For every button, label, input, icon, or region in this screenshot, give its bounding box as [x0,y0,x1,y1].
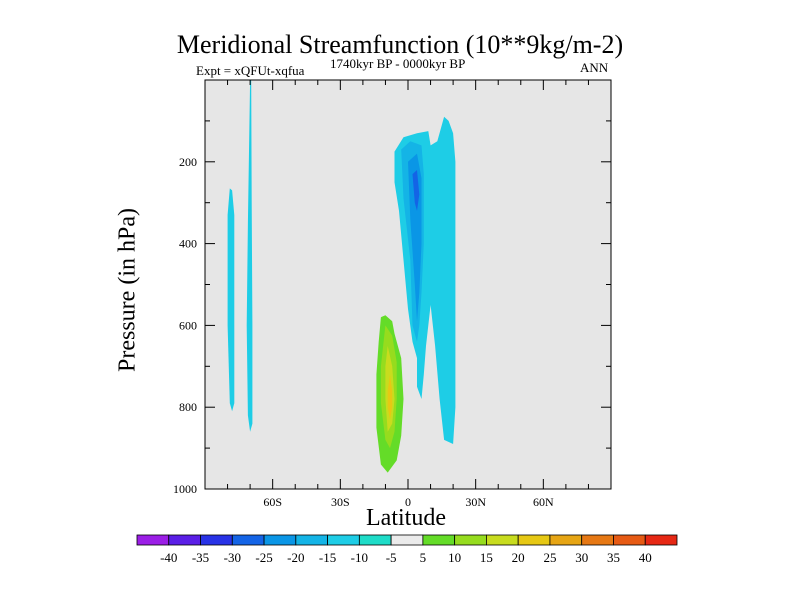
colorbar-box [390,534,424,546]
contour-region-left-strip-a [227,188,235,412]
colorbar-box [263,534,297,546]
colorbar-label: -20 [287,550,304,565]
colorbar-box [644,534,678,546]
y-tick-label: 1000 [173,482,197,496]
x-tick-label: 0 [405,495,411,509]
contour-region-south-cell-20 [387,374,393,420]
colorbar-label: 40 [639,550,652,565]
colorbar-box [517,534,551,546]
colorbar-box [295,534,328,546]
colorbar-box [231,534,265,546]
x-tick-label: 30S [331,495,350,509]
x-tick-label: 60N [533,495,554,509]
colorbar-box [168,534,201,546]
colorbar-label: 10 [448,550,461,565]
time-range-label: 1740kyr BP - 0000kyr BP [330,56,466,71]
axis-ticks: 60S 30S 0 30N 60N 200 400 600 800 1000 [173,80,611,509]
season-label: ANN [580,60,609,75]
y-tick-label: 800 [179,400,197,414]
colorbar: -40 -35 -30 -25 -20 -15 -10 -5 5 10 15 20 25 30 35 40 [136,534,678,565]
colorbar-label: 20 [512,550,525,565]
colorbar-box [581,534,614,546]
contour-regions [227,80,456,473]
x-axis-label: Latitude [366,505,446,531]
colorbar-box [422,534,456,546]
x-tick-label: 30N [465,495,486,509]
chart-title: Meridional Streamfunction (10**9kg/m-2) [176,30,624,59]
experiment-label: Expt = xQFUt-xqfua [196,63,305,78]
y-tick-label: 400 [179,237,197,251]
colorbar-label: 5 [420,550,427,565]
colorbar-label: -40 [160,550,177,565]
colorbar-box [613,534,646,546]
colorbar-box [327,534,360,546]
colorbar-box [200,534,233,546]
colorbar-label: 35 [607,550,620,565]
colorbar-label: -10 [351,550,368,565]
colorbar-label: -35 [192,550,209,565]
colorbar-label: 30 [575,550,588,565]
colorbar-box [486,534,519,546]
contour-region-inner-cell-25 [412,170,420,211]
colorbar-box [358,534,392,546]
y-tick-label: 200 [179,155,197,169]
colorbar-label: -25 [255,550,272,565]
colorbar-label: -30 [224,550,241,565]
colorbar-label: -15 [319,550,336,565]
x-tick-label: 60S [263,495,282,509]
y-tick-label: 600 [179,318,197,332]
colorbar-box [549,534,583,546]
colorbar-label: 25 [543,550,556,565]
colorbar-label: 15 [480,550,493,565]
colorbar-box [136,534,170,546]
colorbar-box [454,534,487,546]
contour-region-left-strip-b [246,80,253,432]
colorbar-label: -5 [386,550,397,565]
